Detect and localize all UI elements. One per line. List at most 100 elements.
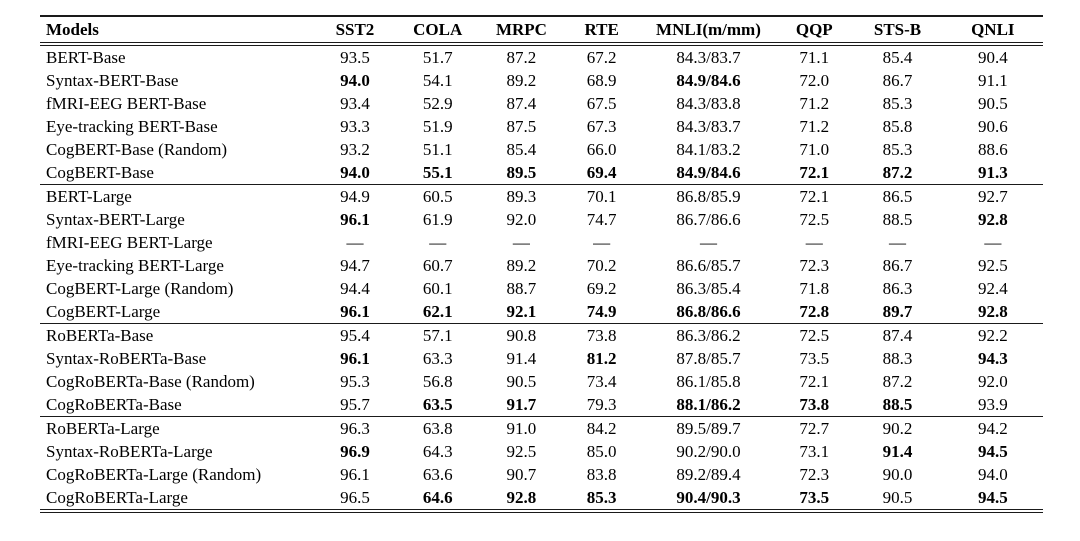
score-cell: 86.8/86.6	[676, 302, 741, 321]
score-cell: 96.1	[340, 465, 370, 484]
model-name-cell: CogBERT-Large (Random)	[46, 279, 234, 298]
score-cell: 84.9/84.6	[676, 163, 741, 182]
column-header-qqp: QQP	[776, 16, 853, 46]
score-cell: 70.2	[586, 256, 617, 275]
score-cell: 87.5	[506, 117, 537, 136]
score-cell: 89.2	[506, 256, 537, 275]
table-row: CogBERT-Base (Random) 93.2 51.1 85.4 66.0 84.…	[40, 138, 1043, 161]
score-cell: 85.3	[882, 140, 913, 159]
score-cell: 64.3	[422, 442, 453, 461]
score-cell: 81.2	[586, 349, 617, 368]
score-cell: 90.5	[977, 94, 1008, 113]
score-cell: 64.6	[422, 488, 453, 507]
table-row: Syntax-BERT-Base 94.0 54.1 89.2 68.9 84.9/84.…	[40, 69, 1043, 92]
score-cell: 51.9	[422, 117, 453, 136]
score-cell: 71.0	[799, 140, 830, 159]
results-table-container: Models SST2 COLA MRPC RTE MNLI(m/mm) QQP STS-B Q…	[40, 15, 1043, 513]
score-cell: 62.1	[422, 302, 453, 321]
model-name-cell: CogBERT-Base	[46, 163, 154, 182]
score-cell: 94.5	[977, 442, 1008, 461]
score-cell: 83.8	[586, 465, 617, 484]
model-name-cell: Syntax-BERT-Base	[46, 71, 179, 90]
table-row: CogRoBERTa-Base (Random) 95.3 56.8 90.5 73.4…	[40, 370, 1043, 393]
score-cell: 69.4	[586, 163, 617, 182]
score-cell: 89.5	[506, 163, 537, 182]
score-cell: 94.0	[340, 71, 370, 90]
score-cell: 92.7	[942, 184, 1043, 208]
score-cell: 84.3/83.7	[676, 48, 741, 67]
score-cell: 91.4	[506, 349, 537, 368]
score-cell: 90.0	[882, 465, 913, 484]
table-row: RoBERTa-Large 96.3 63.8 91.0 84.2 89.5/89.7 72…	[40, 416, 1043, 440]
score-cell: 86.3/86.2	[640, 323, 777, 347]
score-cell: 72.5	[776, 323, 853, 347]
score-cell: 94.4	[340, 279, 370, 298]
score-cell: 57.1	[395, 323, 481, 347]
score-cell: 73.5	[799, 488, 830, 507]
score-cell: 85.4	[506, 140, 537, 159]
score-cell: 88.3	[882, 349, 913, 368]
score-cell: —	[429, 233, 447, 252]
score-cell: 88.7	[506, 279, 537, 298]
score-cell: 66.0	[586, 140, 617, 159]
score-cell: 96.9	[340, 442, 370, 461]
model-name-cell: BERT-Base	[46, 48, 126, 67]
score-cell: 96.1	[340, 349, 370, 368]
score-cell: 73.8	[562, 323, 641, 347]
score-cell: —	[512, 233, 530, 252]
model-name-cell: fMRI-EEG BERT-Large	[46, 233, 213, 252]
score-cell: 72.1	[799, 163, 830, 182]
score-cell: 93.4	[340, 94, 370, 113]
score-cell: 70.1	[562, 184, 641, 208]
score-cell: 72.0	[799, 71, 830, 90]
score-cell: 67.5	[586, 94, 617, 113]
score-cell: 96.1	[340, 302, 370, 321]
table-row: CogBERT-Base 94.0 55.1 89.5 69.4 84.9/84.6 72.…	[40, 161, 1043, 185]
score-cell: 87.4	[852, 323, 943, 347]
score-cell: 86.7	[882, 256, 913, 275]
score-cell: 52.9	[422, 94, 453, 113]
score-cell: —	[805, 233, 823, 252]
score-cell: 88.5	[882, 210, 913, 229]
score-cell: 72.1	[799, 372, 830, 391]
column-header-qnli: QNLI	[942, 16, 1043, 46]
column-header-mrpc: MRPC	[480, 16, 563, 46]
score-cell: 84.9/84.6	[676, 71, 741, 90]
column-header-sst2: SST2	[314, 16, 396, 46]
results-table: Models SST2 COLA MRPC RTE MNLI(m/mm) QQP STS-B Q…	[40, 15, 1043, 513]
score-cell: 73.8	[799, 395, 830, 414]
score-cell: 51.1	[422, 140, 453, 159]
score-cell: 84.2	[562, 416, 641, 440]
score-cell: 94.2	[942, 416, 1043, 440]
model-name-cell: Syntax-RoBERTa-Base	[46, 349, 207, 368]
score-cell: 85.0	[586, 442, 617, 461]
score-cell: 63.5	[422, 395, 453, 414]
score-cell: 63.3	[422, 349, 453, 368]
score-cell: 91.3	[977, 163, 1008, 182]
score-cell: 84.1/83.2	[676, 140, 741, 159]
table-row: Eye-tracking BERT-Large 94.7 60.7 89.2 70.2 8…	[40, 254, 1043, 277]
score-cell: 94.7	[340, 256, 370, 275]
table-body: BERT-Base 93.5 51.7 87.2 67.2 84.3/83.7 71.1 85…	[40, 44, 1043, 511]
score-cell: 86.7/86.6	[676, 210, 741, 229]
score-cell: 90.4/90.3	[676, 488, 741, 507]
score-cell: 93.5	[340, 48, 370, 67]
table-row: Syntax-RoBERTa-Base 96.1 63.3 91.4 81.2 87.8/…	[40, 347, 1043, 370]
score-cell: 88.5	[882, 395, 913, 414]
score-cell: 87.2	[882, 163, 913, 182]
score-cell: 60.5	[395, 184, 481, 208]
score-cell: 89.5/89.7	[640, 416, 777, 440]
table-row: CogBERT-Large (Random) 94.4 60.1 88.7 69.2 86…	[40, 277, 1043, 300]
score-cell: 91.7	[506, 395, 537, 414]
model-name-cell: CogRoBERTa-Base	[46, 395, 182, 414]
score-cell: 86.3	[882, 279, 913, 298]
score-cell: 90.8	[480, 323, 563, 347]
score-cell: 93.2	[340, 140, 370, 159]
score-cell: 90.4	[977, 48, 1008, 67]
model-name-cell: BERT-Large	[40, 184, 315, 208]
score-cell: —	[346, 233, 364, 252]
column-header-rte: RTE	[562, 16, 641, 46]
model-name-cell: Syntax-BERT-Large	[46, 210, 185, 229]
model-name-cell: Eye-tracking BERT-Base	[46, 117, 218, 136]
score-cell: 92.4	[977, 279, 1008, 298]
